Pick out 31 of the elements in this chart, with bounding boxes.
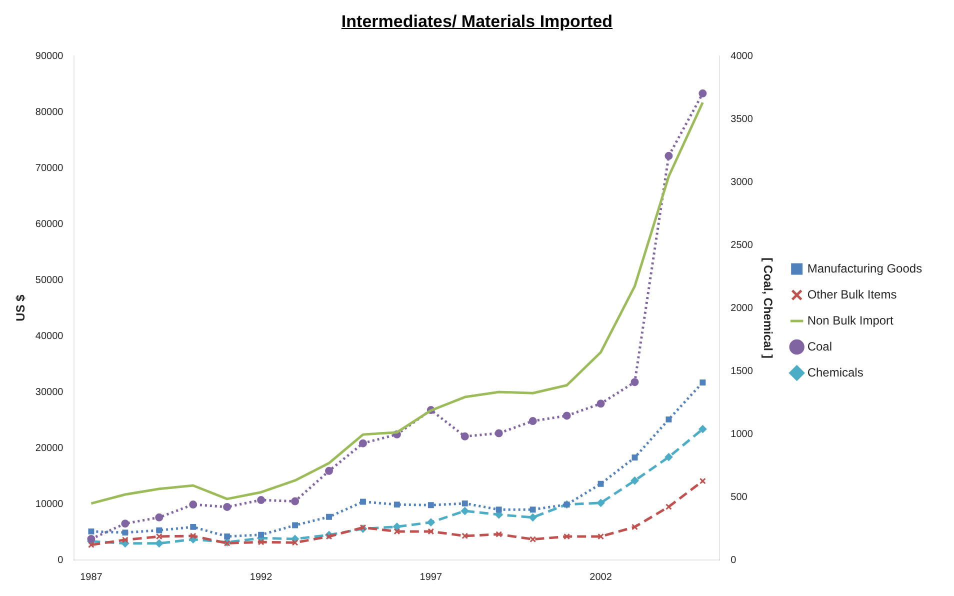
y-tick-label: 80000 <box>35 106 64 118</box>
y-tick-label: 90000 <box>35 50 64 62</box>
y-tick-label: 30000 <box>35 386 64 398</box>
y-tick-label: 10000 <box>35 498 64 510</box>
legend-label: Other Bulk Items <box>807 287 897 302</box>
y-tick-label: 0 <box>58 554 64 566</box>
y-tick-label: 40000 <box>35 330 64 342</box>
legend-label: Coal <box>807 339 832 354</box>
x-tick-label: 1987 <box>80 572 103 583</box>
y2-tick-label: 3000 <box>730 176 754 188</box>
x-tick-label: 1992 <box>250 572 273 583</box>
y2-tick-label: 0 <box>730 554 737 566</box>
legend-label: Manufacturing Goods <box>807 261 922 276</box>
legend-label: Chemicals <box>807 365 864 380</box>
chart-title: Intermediates/ Materials Imported <box>341 12 613 31</box>
y2-tick-label: 4000 <box>730 50 754 62</box>
y-tick-label: 70000 <box>35 162 64 174</box>
y2-axis-title: [ Coal, Chemical ] <box>760 258 775 358</box>
y2-tick-label: 2500 <box>730 240 754 251</box>
y2-tick-label: 1500 <box>730 366 754 377</box>
x-tick-label: 2002 <box>590 572 612 583</box>
y2-tick-label: 3500 <box>730 114 754 125</box>
x-tick-label: 1997 <box>420 572 442 583</box>
y2-tick-label: 2000 <box>730 302 754 314</box>
y2-tick-label: 1000 <box>730 428 754 440</box>
legend-label: Non Bulk Import <box>807 313 894 328</box>
y2-tick-label: 500 <box>730 492 748 503</box>
y-tick-label: 60000 <box>35 218 64 230</box>
y-tick-label: 50000 <box>35 274 64 286</box>
y-tick-label: 20000 <box>35 442 64 454</box>
y-axis-title: US $ <box>14 294 28 322</box>
